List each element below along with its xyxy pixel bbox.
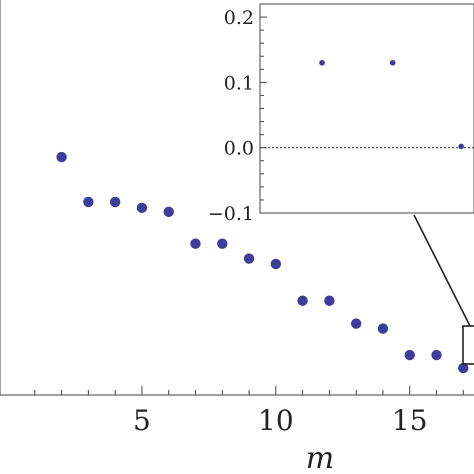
data-point (56, 151, 67, 163)
data-point (350, 318, 362, 329)
data-point (136, 202, 148, 214)
main-x-ticks: 5 10 15 (34, 386, 464, 437)
data-point (297, 295, 308, 306)
data-point (243, 253, 255, 264)
main-data-series (56, 151, 469, 374)
inset-y-tick-label: 0.2 (224, 7, 254, 29)
inset-data-point (389, 59, 396, 66)
data-point (217, 238, 228, 249)
data-point (270, 258, 282, 270)
inset-plot: 0.2 0.1 0.0 −0.1 (208, 3, 474, 225)
data-point (324, 295, 335, 306)
inset-y-tick-label: −0.1 (208, 203, 254, 225)
data-point (404, 349, 415, 361)
zoom-box (462, 325, 474, 365)
data-point (109, 196, 121, 208)
data-point (458, 362, 469, 374)
inset-y-tick-label: 0.0 (224, 138, 254, 160)
data-point (83, 196, 94, 208)
x-tick-label: 15 (392, 404, 428, 437)
data-point (190, 238, 201, 249)
inset-frame (259, 3, 474, 214)
x-tick-label: 10 (258, 404, 294, 437)
inset-data-series (319, 59, 464, 150)
inset-y-ticks: 0.2 0.1 0.0 −0.1 (208, 3, 267, 225)
inset-data-point (319, 59, 325, 66)
inset-y-tick-label: 0.1 (224, 72, 254, 94)
zoom-connector-line (413, 214, 471, 327)
x-tick-label: 5 (133, 404, 151, 437)
x-axis-label: m (306, 441, 334, 474)
data-point (431, 349, 442, 361)
data-point (163, 206, 174, 218)
inset-data-point (458, 143, 464, 150)
data-point (377, 323, 389, 334)
